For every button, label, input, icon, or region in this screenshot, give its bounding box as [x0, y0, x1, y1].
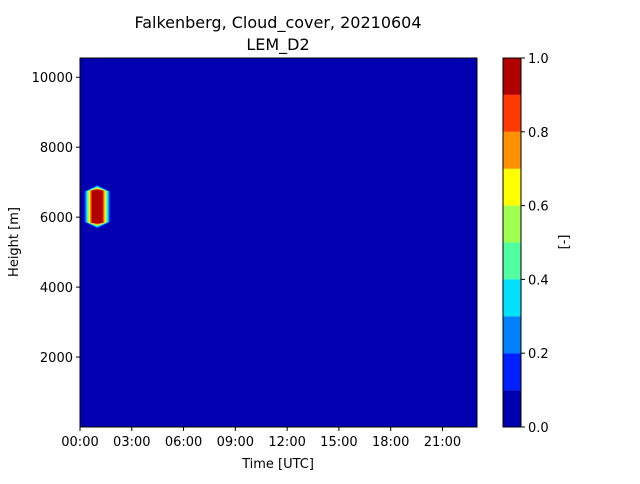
x-tick-label: 09:00	[217, 435, 254, 450]
chart-subtitle: LEM_D2	[246, 35, 309, 55]
x-tick-label: 06:00	[165, 435, 202, 450]
colorbar-segment	[503, 279, 521, 317]
colorbar-tick-label: 0.0	[528, 421, 549, 436]
colorbar-segment	[503, 205, 521, 243]
cloud-band-level-9	[91, 189, 103, 224]
colorbar-segment	[503, 58, 521, 95]
colorbar-segment	[503, 242, 521, 280]
colorbar-tick-label: 0.8	[528, 126, 549, 141]
cloud-feature	[84, 184, 111, 229]
y-axis-label: Height [m]	[7, 207, 22, 277]
x-tick-label: 03:00	[113, 435, 150, 450]
heatmap-background	[80, 58, 477, 427]
colorbar-segment	[503, 353, 521, 391]
colorbar-frame	[502, 57, 522, 428]
colorbar-tick-label: 0.4	[528, 273, 549, 288]
x-axis-label: Time [UTC]	[241, 457, 314, 472]
x-tick-label: 00:00	[61, 435, 98, 450]
colorbar-tick-label: 0.2	[528, 347, 549, 362]
colorbar-segment	[503, 390, 521, 427]
colorbar-segment	[503, 168, 521, 206]
y-tick-label: 8000	[40, 141, 73, 156]
colorbar-label: [-]	[557, 235, 572, 250]
y-tick-label: 2000	[40, 351, 73, 366]
colorbar-segment	[503, 94, 521, 132]
colorbar-segment	[503, 131, 521, 169]
plot-frame	[79, 57, 478, 428]
y-tick-label: 6000	[40, 211, 73, 226]
x-tick-label: 18:00	[372, 435, 409, 450]
y-tick-label: 4000	[40, 281, 73, 296]
x-tick-label: 15:00	[320, 435, 357, 450]
colorbar-tick-label: 0.6	[528, 200, 549, 215]
y-tick-label: 10000	[32, 71, 73, 86]
chart-title: Falkenberg, Cloud_cover, 20210604	[134, 13, 421, 33]
x-tick-label: 21:00	[424, 435, 461, 450]
x-tick-label: 12:00	[268, 435, 305, 450]
colorbar-tick-label: 1.0	[528, 52, 549, 67]
colorbar-segment	[503, 316, 521, 354]
